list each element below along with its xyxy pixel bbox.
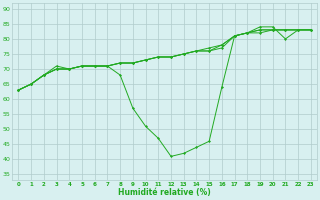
X-axis label: Humidité relative (%): Humidité relative (%)	[118, 188, 211, 197]
